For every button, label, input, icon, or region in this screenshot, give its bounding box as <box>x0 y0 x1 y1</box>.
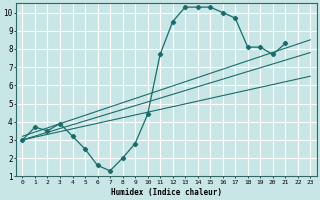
X-axis label: Humidex (Indice chaleur): Humidex (Indice chaleur) <box>111 188 222 197</box>
